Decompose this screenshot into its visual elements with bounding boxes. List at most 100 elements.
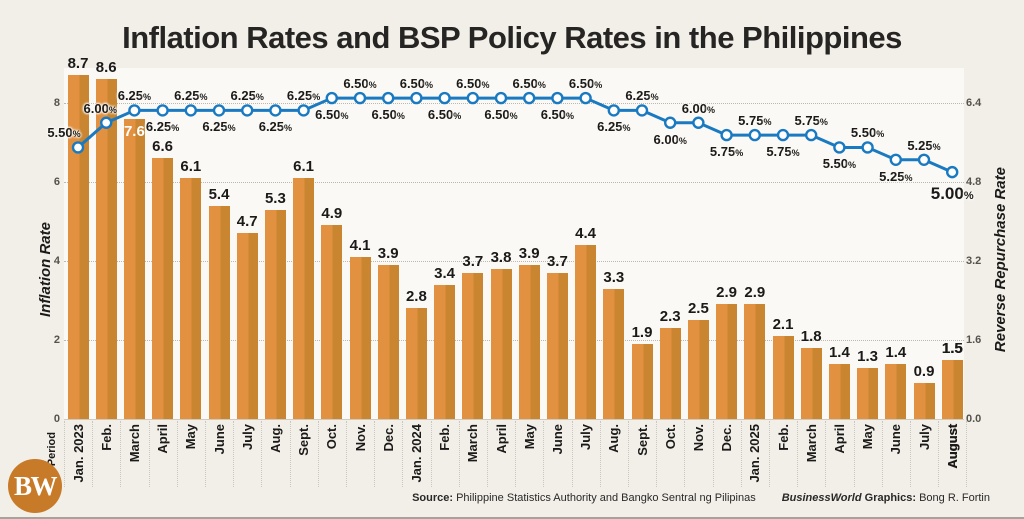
bar-value-label: 3.7 — [462, 252, 484, 270]
x-axis-label: April — [155, 424, 171, 454]
line-marker — [212, 104, 226, 117]
right-axis-tick: 4.8 — [966, 176, 982, 188]
policy-rate-label: 6.50% — [512, 76, 546, 92]
bar-value-label: 1.8 — [800, 327, 822, 345]
month-separator — [797, 421, 799, 487]
inflation-bar — [603, 288, 625, 419]
inflation-bar — [941, 359, 963, 419]
month-separator — [176, 421, 178, 487]
line-marker — [607, 104, 620, 117]
source-credit: Source: Philippine Statistics Authority … — [412, 492, 756, 504]
policy-rate-label: 6.25% — [597, 119, 631, 135]
bar-value-label: 3.3 — [603, 268, 625, 286]
policy-rate-label: 6.50% — [399, 76, 434, 92]
x-axis-label: Sept. — [634, 424, 650, 456]
inflation-bar — [885, 363, 907, 419]
x-axis-label: Dec. — [380, 424, 396, 452]
month-separator — [430, 421, 432, 487]
inflation-bar — [208, 205, 230, 419]
right-axis-tick: 1.6 — [966, 334, 982, 346]
inflation-bar — [659, 328, 681, 419]
businessworld-logo: BW — [8, 459, 62, 513]
left-axis-tick: 2 — [53, 334, 60, 346]
x-axis-label: June — [888, 424, 904, 455]
month-separator — [656, 421, 658, 487]
month-separator — [740, 421, 742, 487]
bar-value-label: 1.3 — [857, 347, 879, 365]
bar-value-label: 2.8 — [405, 288, 427, 306]
month-separator — [289, 421, 291, 487]
inflation-bar — [575, 245, 597, 419]
policy-rate-label: 6.50% — [540, 107, 575, 123]
bar-value-label: 1.4 — [885, 343, 907, 361]
inflation-bar — [264, 209, 286, 419]
policy-rate-label: 6.50% — [343, 76, 377, 92]
month-separator — [684, 421, 686, 487]
policy-rate-label: 5.25% — [879, 168, 913, 184]
line-marker — [917, 153, 931, 166]
line-marker — [410, 91, 423, 105]
x-axis-label: Aug. — [606, 424, 622, 453]
x-axis-label: May — [183, 424, 199, 450]
month-separator — [909, 421, 911, 487]
bar-value-label: 1.9 — [631, 323, 653, 341]
inflation-bar — [349, 257, 371, 419]
policy-rate-label: 6.25% — [625, 88, 659, 104]
month-separator — [881, 421, 883, 487]
month-separator — [938, 421, 940, 487]
x-axis-label: April — [493, 424, 509, 454]
month-separator — [261, 421, 263, 487]
bar-value-label: 6.1 — [180, 158, 202, 176]
x-axis-label: Nov. — [690, 424, 706, 452]
inflation-bar — [67, 75, 89, 419]
x-axis-label: March — [803, 424, 819, 463]
policy-rate-label: 5.50% — [850, 125, 885, 141]
bar-value-label: 4.9 — [321, 205, 343, 223]
x-axis-label: Jan. 2023 — [70, 424, 86, 483]
inflation-bar — [913, 383, 935, 419]
x-axis-label: July — [916, 424, 932, 451]
bar-value-label: 2.1 — [772, 316, 794, 334]
x-axis-label: Sept. — [296, 424, 312, 456]
bar-value-label: 5.4 — [208, 185, 230, 203]
graphics-credit: BusinessWorld Graphics: Bong R. Fortin — [781, 492, 990, 504]
inflation-bar — [377, 264, 399, 419]
month-separator — [204, 421, 206, 487]
line-marker — [269, 104, 282, 117]
gridline — [64, 340, 964, 341]
x-axis-label: March — [126, 424, 142, 463]
x-axis-label: Jan. 2024 — [408, 424, 424, 483]
month-separator — [92, 421, 94, 487]
month-separator — [571, 421, 573, 487]
x-axis-label: May — [860, 424, 876, 450]
bar-value-label: 6.6 — [152, 138, 174, 156]
line-marker — [805, 128, 818, 142]
line-marker — [156, 104, 169, 117]
policy-rate-label: 6.50% — [484, 107, 518, 123]
policy-rate-label: 6.25% — [145, 119, 180, 135]
month-separator — [345, 421, 347, 487]
bar-value-label: 4.1 — [349, 237, 371, 255]
inflation-bar — [631, 343, 653, 419]
inflation-bar — [828, 363, 850, 419]
bar-value-label: 3.9 — [377, 244, 399, 262]
x-axis-label: Jan. 2025 — [747, 424, 763, 483]
policy-rate-label: 5.75% — [709, 144, 744, 160]
bar-value-label: 2.5 — [687, 300, 709, 318]
line-marker — [382, 91, 395, 105]
left-axis-tick: 6 — [53, 176, 60, 188]
inflation-bar — [546, 272, 568, 419]
policy-rate-label: 6.25% — [202, 119, 236, 135]
right-axis-tick: 0.0 — [966, 413, 982, 425]
month-separator — [515, 421, 517, 487]
line-marker — [833, 141, 846, 154]
bar-value-label: 2.9 — [716, 284, 738, 302]
policy-rate-label: 6.50% — [568, 76, 603, 92]
policy-rate-label: 6.50% — [315, 107, 349, 123]
x-axis-label: Feb. — [437, 424, 453, 451]
bottom-border — [0, 517, 1024, 519]
line-marker — [551, 91, 564, 105]
right-axis-tick: 6.4 — [966, 97, 982, 109]
bar-value-label: 3.9 — [518, 244, 540, 262]
